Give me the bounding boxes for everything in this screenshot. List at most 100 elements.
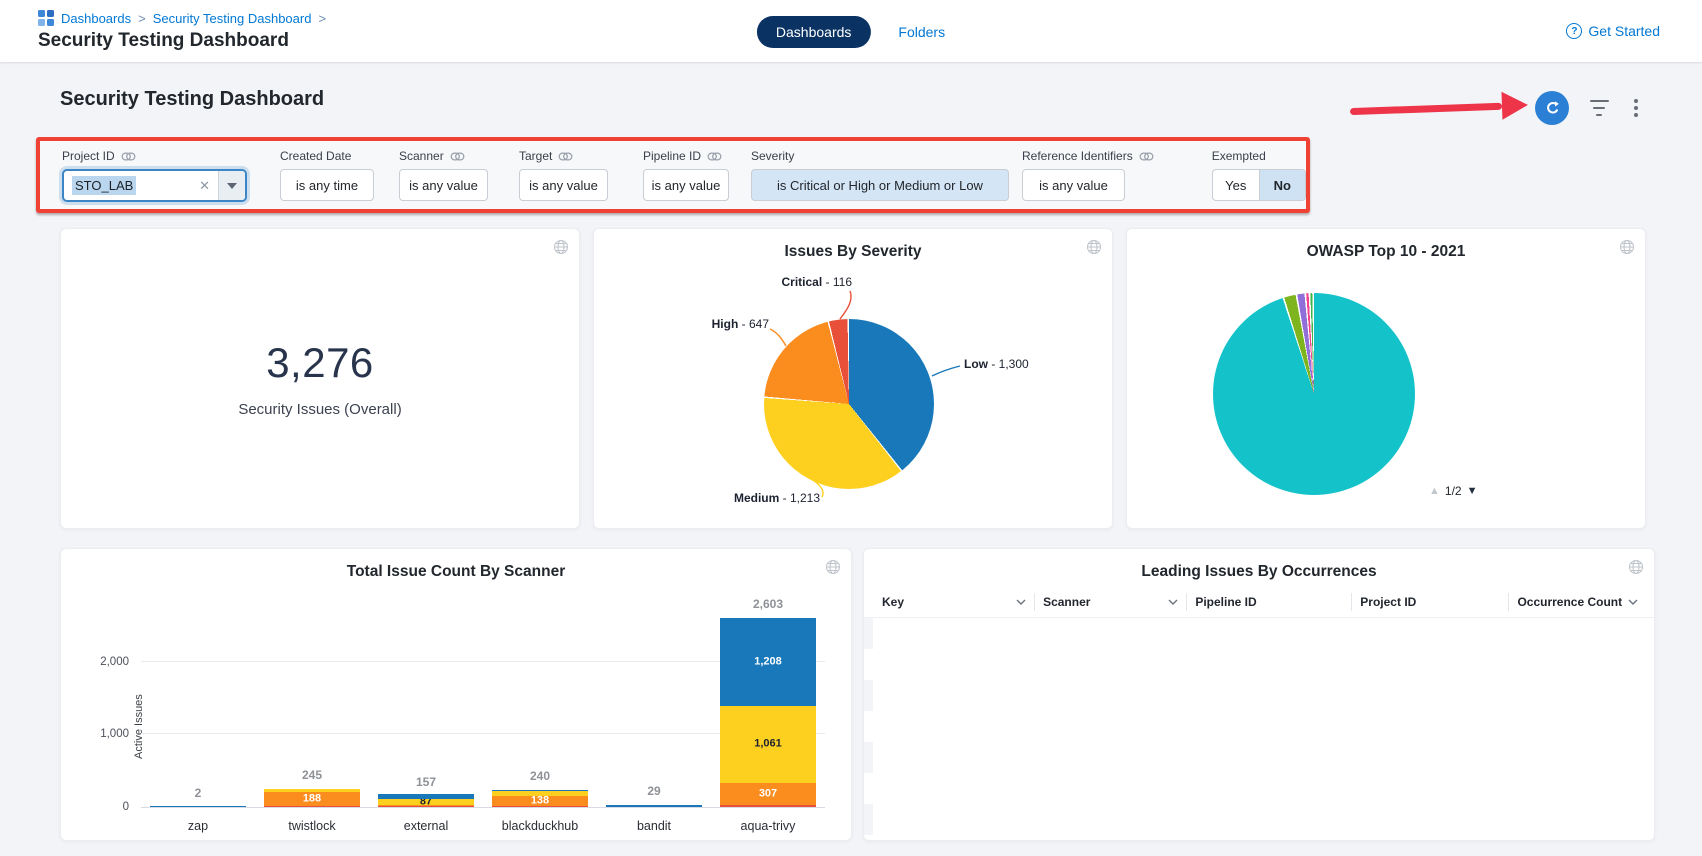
- page-up-icon[interactable]: ▲: [1429, 485, 1440, 497]
- column-header-occurrence-count[interactable]: Occurrence Count: [1508, 593, 1646, 611]
- globe-icon: [1619, 239, 1635, 260]
- bar-segment-low[interactable]: [606, 804, 702, 807]
- link-icon: [450, 151, 465, 161]
- filter-label-text: Pipeline ID: [643, 149, 702, 163]
- bar-segment-medium[interactable]: [492, 791, 588, 796]
- project-id-dropdown-button[interactable]: [218, 171, 245, 200]
- created-date-chip[interactable]: is any time: [280, 169, 374, 201]
- filter-label-text: Exempted: [1211, 149, 1266, 163]
- top-bar: Dashboards > Security Testing Dashboard …: [0, 0, 1702, 62]
- exempted-no-option[interactable]: No: [1258, 170, 1305, 200]
- dashboard-filters-icon[interactable]: [1588, 100, 1610, 116]
- bar-segment-medium[interactable]: 87: [378, 796, 474, 807]
- bar-segment-value: 188: [302, 792, 322, 805]
- column-header-project-id[interactable]: Project ID: [1351, 593, 1508, 611]
- bar-segment-high[interactable]: 188: [264, 792, 360, 806]
- y-tick-label: 1,000: [100, 728, 129, 741]
- column-header-pipeline-id[interactable]: Pipeline ID: [1186, 593, 1351, 611]
- filter-scanner: Scanner is any value: [399, 148, 488, 202]
- exempted-toggle: Yes No: [1211, 169, 1306, 201]
- bar-segment-low[interactable]: 1,208: [720, 618, 816, 706]
- card-total-issue-count-by-scanner: Total Issue Count By Scanner Active Issu…: [60, 548, 852, 841]
- page-down-icon[interactable]: ▼: [1466, 485, 1478, 497]
- bar-segment-value: 1,061: [754, 737, 782, 750]
- x-axis-category-label: blackduckhub: [501, 819, 579, 833]
- breadcrumb: Dashboards > Security Testing Dashboard …: [38, 10, 326, 26]
- filter-label-text: Reference Identifiers: [1022, 149, 1133, 163]
- page-title: Security Testing Dashboard: [38, 30, 289, 51]
- bar-total-label: 157: [415, 774, 437, 789]
- filter-created-date: Created Date is any time: [280, 148, 374, 202]
- pipeline-id-chip[interactable]: is any value: [643, 169, 729, 201]
- refresh-button[interactable]: [1535, 91, 1569, 125]
- chevron-down-icon[interactable]: [1016, 599, 1026, 605]
- bar-total-label: 245: [301, 768, 323, 783]
- pie-pagination: ▲ 1/2 ▼: [1429, 484, 1477, 498]
- annotation-highlight-box: Project ID STO_LAB ✕ Created Date is an: [36, 137, 1310, 213]
- chevron-down-icon[interactable]: [1628, 599, 1638, 605]
- bar-segment-low[interactable]: [150, 806, 246, 807]
- bar-segment-value: 1,208: [754, 655, 782, 668]
- x-axis-category-label: zap: [187, 819, 209, 833]
- exempted-yes-option[interactable]: Yes: [1225, 177, 1247, 193]
- filter-bar: Project ID STO_LAB ✕ Created Date is an: [40, 141, 1306, 202]
- filter-severity: Severity is Critical or High or Medium o…: [751, 148, 1009, 202]
- get-started-link[interactable]: ? Get Started: [1566, 23, 1660, 39]
- bar-column-bandit: 29 bandit: [597, 611, 711, 833]
- refresh-icon: [1546, 100, 1559, 114]
- view-tabs: Dashboards Folders: [756, 16, 946, 48]
- bar-segment-critical[interactable]: [492, 805, 588, 807]
- severity-pie-chart[interactable]: [764, 319, 934, 489]
- bar-segment-low[interactable]: [492, 789, 588, 792]
- bar-stack: 138: [492, 789, 588, 807]
- bar-segment-low[interactable]: [378, 794, 474, 799]
- card-security-issues-overall: 3,276 Security Issues (Overall): [60, 228, 580, 529]
- bar-column-external: 87 157 external: [369, 611, 483, 833]
- bar-segment-high[interactable]: [378, 805, 474, 806]
- tab-dashboards[interactable]: Dashboards: [756, 16, 871, 48]
- filter-reference-identifiers: Reference Identifiers is any value: [1022, 148, 1154, 202]
- y-tick-label: 0: [122, 801, 129, 813]
- bar-column-blackduckhub: 138 240 blackduckhub: [483, 611, 597, 833]
- link-icon: [121, 151, 136, 161]
- x-axis-category-label: external: [403, 819, 449, 833]
- bar-segment-critical[interactable]: [264, 806, 360, 807]
- globe-icon: [825, 559, 841, 580]
- target-chip[interactable]: is any value: [519, 169, 608, 201]
- severity-chip[interactable]: is Critical or High or Medium or Low: [751, 169, 1009, 201]
- filter-project-id-label: Project ID: [62, 148, 247, 164]
- reference-identifiers-chip[interactable]: is any value: [1022, 169, 1125, 201]
- get-started-label: Get Started: [1588, 23, 1660, 39]
- link-icon: [707, 151, 722, 161]
- breadcrumb-dashboards[interactable]: Dashboards: [61, 10, 132, 26]
- bar-segment-high[interactable]: 307: [720, 782, 816, 806]
- filter-label-text: Severity: [751, 149, 795, 163]
- bar-segment-critical[interactable]: [378, 806, 474, 807]
- bar-segment-medium[interactable]: 1,061: [720, 705, 816, 783]
- bar-segment-critical[interactable]: [720, 805, 816, 807]
- pie-label-high: High - 647: [711, 317, 769, 331]
- breadcrumb-separator: >: [138, 10, 146, 26]
- table-header-row: Key Scanner Pipeline ID Project ID: [864, 593, 1654, 618]
- owasp-pie-chart[interactable]: [1213, 293, 1415, 495]
- page-indicator: 1/2: [1444, 484, 1462, 498]
- card-leading-issues-by-occurrences: Leading Issues By Occurrences Key Scanne…: [863, 548, 1655, 841]
- column-header-key[interactable]: Key: [874, 593, 1034, 611]
- more-options-icon[interactable]: [1634, 99, 1638, 117]
- bar-segment-medium[interactable]: [264, 789, 360, 793]
- clear-icon[interactable]: ✕: [199, 177, 210, 193]
- bar-total-label: 240: [529, 768, 551, 783]
- breadcrumb-current-dashboard[interactable]: Security Testing Dashboard: [152, 10, 312, 26]
- scanner-chip[interactable]: is any value: [399, 169, 488, 201]
- tab-folders[interactable]: Folders: [898, 24, 946, 40]
- project-id-input[interactable]: STO_LAB ✕: [62, 169, 247, 202]
- gridline: [141, 733, 825, 735]
- x-axis-category-label: twistlock: [288, 819, 336, 833]
- chevron-down-icon[interactable]: [1168, 599, 1178, 605]
- bar-column-twistlock: 188 245 twistlock: [255, 611, 369, 833]
- filter-pipeline-id: Pipeline ID is any value: [643, 148, 729, 202]
- metric-value: 3,276: [266, 339, 374, 386]
- column-header-scanner[interactable]: Scanner: [1034, 593, 1186, 611]
- bar-segment-high[interactable]: 138: [492, 795, 588, 806]
